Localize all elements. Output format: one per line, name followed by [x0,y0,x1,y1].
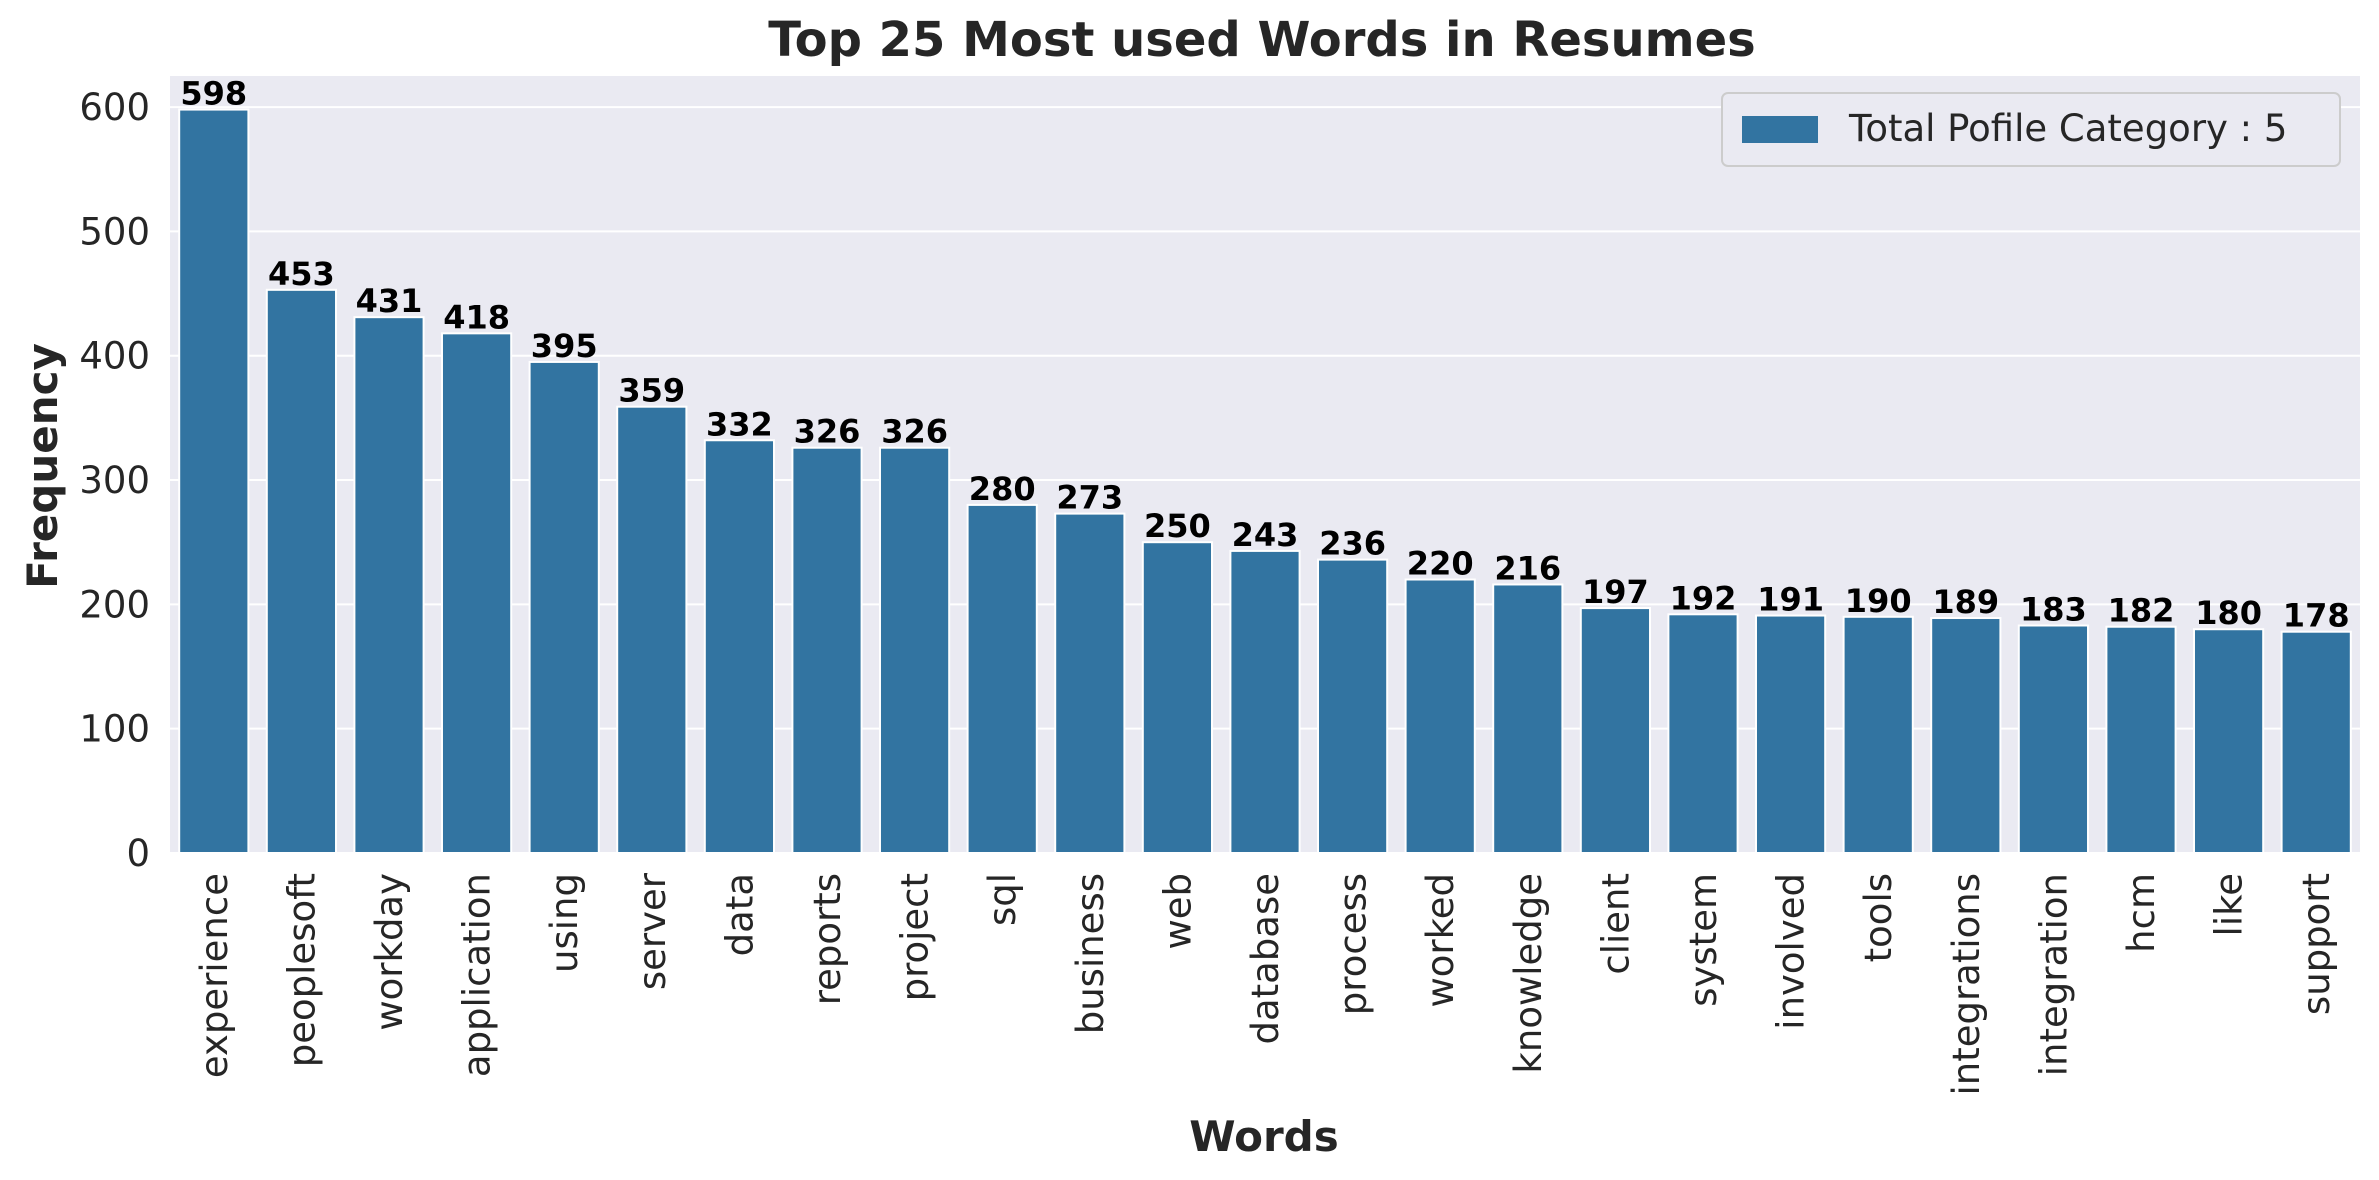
bar-reports [791,446,863,854]
bar-like [2192,628,2265,854]
value-label-application: 418 [443,298,510,336]
legend-swatch [1742,116,1818,143]
x-tick-label-sql: sql [981,873,1024,926]
x-tick-label-integration: integration [2032,873,2075,1076]
x-tick-label-tools: tools [1857,873,1900,962]
value-label-peoplesoft: 453 [268,255,335,293]
y-axis-label: Frequency [18,343,67,589]
bar-sql [966,503,1038,854]
value-label-reports: 326 [794,413,861,451]
bar-involved [1754,614,1827,855]
x-tick-label-database: database [1244,873,1287,1045]
x-tick-label-experience: experience [193,873,236,1078]
x-tick-label-business: business [1069,873,1112,1034]
y-tick-label: 300 [79,459,150,502]
bar-process [1316,558,1389,854]
bar-data [703,439,776,854]
bar-business [1054,512,1126,854]
x-axis-ticks: experience peoplesoft workday application us… [193,872,2338,1095]
value-label-like: 180 [2195,594,2262,632]
bar-tools [1842,615,1914,854]
bar-using [528,360,600,854]
x-tick-label-hcm: hcm [2120,873,2163,953]
y-tick-label: 400 [79,335,150,378]
y-tick-label: 100 [79,708,150,751]
x-tick-label-worked: worked [1419,873,1462,1007]
bar-application [440,332,513,854]
value-label-process: 236 [1319,525,1386,563]
bar-knowledge [1492,583,1564,854]
x-tick-label-web: web [1156,873,1199,950]
value-labels: 598 453 431 418 395 359 332 326 326 280 273 250 243 2… [180,75,2349,635]
x-tick-label-knowledge: knowledge [1507,873,1550,1074]
x-tick-label-reports: reports [806,873,849,1005]
value-label-tools: 190 [1845,582,1912,620]
value-label-support: 178 [2283,597,2350,635]
legend-box [1721,92,2341,167]
legend: Total Pofile Category : 5 [1721,92,2341,167]
x-tick-label-client: client [1594,873,1637,975]
value-label-integration: 183 [2020,590,2087,628]
bar-web [1141,541,1214,854]
bar-database [1229,549,1301,854]
y-axis-ticks: 0 100 200 300 400 500 600 [79,86,150,875]
value-label-server: 359 [618,372,685,410]
y-tick-label: 600 [79,86,150,129]
bar-support [2280,630,2352,854]
x-axis-label: Words [1189,1112,1338,1161]
x-tick-label-support: support [2295,873,2338,1015]
value-label-system: 192 [1670,579,1737,617]
x-tick-label-like: like [2208,873,2251,936]
value-label-data: 332 [706,405,773,443]
y-tick-label: 200 [79,583,150,626]
value-label-workday: 431 [356,282,423,320]
value-label-involved: 191 [1757,581,1824,619]
value-label-knowledge: 216 [1494,549,1561,587]
value-label-database: 243 [1232,516,1299,554]
value-label-integrations: 189 [1932,583,1999,621]
x-tick-label-system: system [1682,873,1725,1007]
bars [178,108,2352,855]
bar-workday [353,316,425,854]
bar-server [616,405,688,854]
bar-client [1579,607,1652,854]
x-tick-label-workday: workday [368,873,411,1031]
value-label-client: 197 [1582,573,1649,611]
x-tick-label-involved: involved [1770,873,1813,1030]
value-label-sql: 280 [969,470,1036,508]
bar-experience [178,108,250,854]
value-label-project: 326 [881,413,948,451]
bar-integrations [1930,617,2002,855]
value-label-worked: 220 [1407,544,1474,582]
bar-integration [2017,624,2090,854]
value-label-business: 273 [1056,479,1123,517]
chart-title: Top 25 Most used Words in Resumes [768,12,1756,68]
x-tick-label-server: server [631,872,674,990]
y-tick-label: 0 [126,832,150,875]
bar-system [1667,613,1739,854]
x-tick-label-project: project [894,873,937,1001]
y-tick-label: 500 [79,210,150,253]
bar-hcm [2105,625,2177,855]
x-tick-label-peoplesoft: peoplesoft [280,873,323,1067]
bar-worked [1404,578,1476,854]
value-label-web: 250 [1144,507,1211,545]
value-label-using: 395 [531,327,598,365]
x-tick-label-process: process [1332,873,1375,1015]
value-label-experience: 598 [180,75,247,113]
x-tick-label-data: data [718,873,761,956]
bar-peoplesoft [265,288,338,855]
x-tick-label-using: using [543,873,586,973]
x-tick-label-integrations: integrations [1945,873,1988,1096]
x-tick-label-application: application [456,873,499,1077]
bar-project [878,446,951,854]
legend-label: Total Pofile Category : 5 [1848,107,2287,150]
value-label-hcm: 182 [2108,592,2175,630]
